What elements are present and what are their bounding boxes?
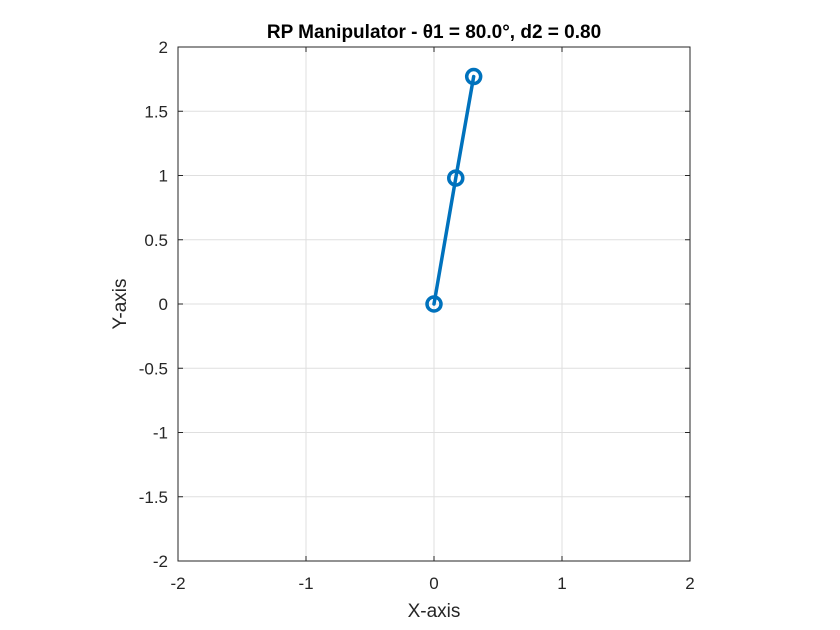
x-tick-label: 2 — [685, 574, 694, 593]
x-tick-label: 0 — [429, 574, 438, 593]
series — [425, 67, 483, 313]
y-tick-label: -1 — [153, 424, 168, 443]
x-axis-label: X-axis — [408, 601, 461, 622]
ticks: -2 -1 0 1 2 -2 -1.5 -1 -0.5 0 0.5 1 1.5 2 — [139, 38, 695, 593]
joint-marker — [425, 295, 443, 313]
y-axis-label: Y-axis — [110, 278, 131, 329]
y-tick-label: -1.5 — [139, 488, 168, 507]
y-tick-label: 1 — [159, 167, 168, 186]
x-tick-label: 1 — [557, 574, 566, 593]
y-tick-label: -2 — [153, 552, 168, 571]
y-tick-label: -0.5 — [139, 359, 168, 378]
joint-marker — [464, 67, 483, 86]
x-tick-label: -2 — [170, 574, 185, 593]
y-tick-label: 2 — [159, 38, 168, 57]
joint-marker — [447, 169, 465, 187]
manipulator-link-line — [432, 74, 476, 306]
chart-title: RP Manipulator - θ1 = 80.0°, d2 = 0.80 — [267, 22, 601, 43]
y-tick-label: 1.5 — [144, 102, 168, 121]
x-tick-label: -1 — [298, 574, 313, 593]
y-tick-label: 0 — [159, 295, 168, 314]
y-tick-label: 0.5 — [144, 231, 168, 250]
